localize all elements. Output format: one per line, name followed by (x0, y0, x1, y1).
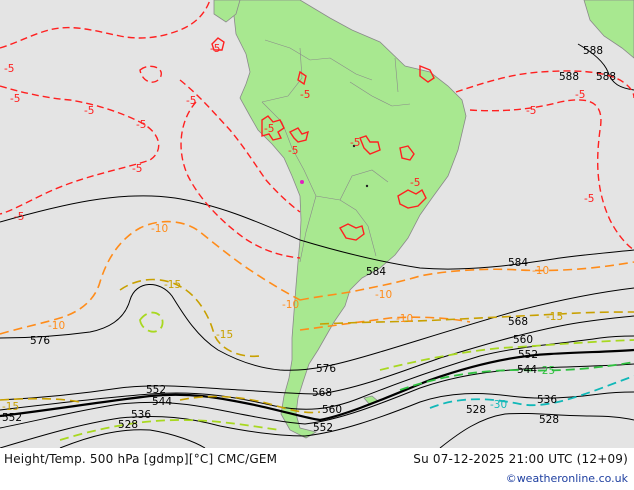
product-title: Height/Temp. 500 hPa [gdmp][°C] CMC/GEM (4, 452, 278, 466)
temp-label: -10 (375, 289, 392, 301)
height-contours (0, 43, 634, 448)
temp-label: -5 (136, 119, 146, 131)
height-label: 536 (537, 394, 557, 406)
temp-label: -5 (264, 123, 274, 135)
temp-label: -5 (84, 105, 94, 117)
height-label: 552 (146, 384, 166, 396)
contour-568 (0, 315, 634, 401)
height-label: 584 (508, 257, 528, 269)
temp-label: -5 (300, 89, 310, 101)
africa (583, 0, 634, 59)
isotherms-minus5 (0, 0, 634, 259)
temp-label: -5 (526, 105, 536, 117)
temp-label: -5 (410, 177, 420, 189)
contour-528b (439, 412, 634, 448)
contour-584 (0, 195, 634, 270)
height-label: 560 (513, 334, 533, 346)
temp-label: -5 (350, 137, 360, 149)
height-label: 576 (316, 363, 336, 375)
contour-552-bold (0, 348, 634, 422)
isotherm-minus30 (429, 375, 634, 409)
height-label: 560 (322, 404, 342, 416)
isotherm-speckle (211, 37, 435, 241)
temp-label: -10 (151, 223, 168, 235)
city-dot-3 (300, 180, 304, 184)
temp-label: -15 (546, 311, 563, 323)
height-label: 528 (539, 414, 559, 426)
central-america (213, 0, 241, 23)
height-label: 552 (313, 422, 333, 434)
height-label: 568 (508, 316, 528, 328)
height-label: 544 (517, 364, 537, 376)
contour-560 (0, 335, 634, 411)
temp-label: -5 (132, 163, 142, 175)
credit-link[interactable]: ©weatheronline.co.uk (505, 472, 628, 485)
height-label: 588 (559, 71, 579, 83)
height-label: 552 (518, 349, 538, 361)
isotherm-minus25 (399, 361, 634, 391)
height-label: 588 (596, 71, 616, 83)
contour-544 (0, 363, 634, 429)
valid-time: Su 07-12-2025 21:00 UTC (12+09) (413, 452, 628, 466)
temp-label: -30 (490, 399, 507, 411)
map-labels: 588 588 588 584 584 576 576 568 568 560 … (2, 43, 616, 434)
temp-label: -5 (10, 93, 20, 105)
contour-536 (0, 391, 634, 448)
contour-528 (59, 429, 206, 448)
temp-label: -10 (396, 313, 413, 325)
temp-label: -15 (164, 279, 181, 291)
temp-label: -5 (186, 95, 196, 107)
temp-label: -5 (4, 63, 14, 75)
height-label: 552 (2, 412, 22, 424)
temp-label: -10 (48, 320, 65, 332)
height-label: 568 (312, 387, 332, 399)
contour-588 (577, 43, 634, 91)
isotherms-minus10 (0, 220, 634, 335)
height-label: 528 (466, 404, 486, 416)
city-dot (365, 184, 369, 188)
temp-label: -5 (575, 89, 585, 101)
height-label: 536 (131, 409, 151, 421)
height-label: 584 (366, 266, 386, 278)
city-dot-2 (352, 144, 356, 148)
temp-label: -5 (288, 145, 298, 157)
temp-label: -15 (216, 329, 233, 341)
country-borders (261, 39, 411, 263)
temp-label: -5 (584, 193, 594, 205)
isotherms-minus20 (59, 311, 634, 441)
temp-label: -10 (282, 299, 299, 311)
contour-576 (0, 284, 634, 371)
height-label: 544 (152, 396, 172, 408)
height-label: 576 (30, 335, 50, 347)
map-canvas (0, 0, 634, 448)
temp-label: -5 (14, 211, 24, 223)
temp-label: -5 (210, 43, 220, 55)
temp-label: -15 (2, 401, 19, 413)
south-america (233, 0, 467, 439)
map-footer: Height/Temp. 500 hPa [gdmp][°C] CMC/GEM … (0, 448, 634, 490)
isotherms-minus15 (0, 278, 634, 414)
height-label: 528 (118, 419, 138, 431)
temp-label: -25 (538, 365, 555, 377)
height-label: 588 (583, 45, 603, 57)
temp-label: -10 (532, 265, 549, 277)
